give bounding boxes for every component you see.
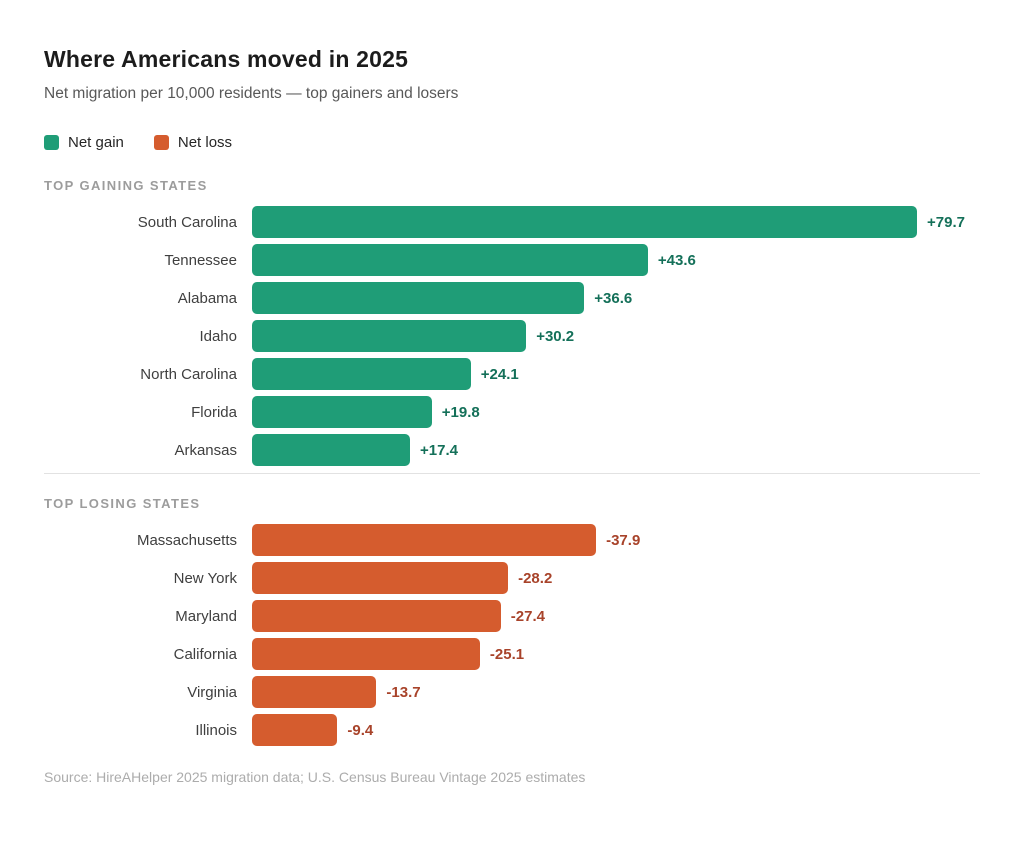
value-label: -13.7	[386, 683, 421, 701]
gain-bar	[252, 320, 527, 352]
value-label: +17.4	[420, 441, 458, 459]
state-label: Alabama	[177, 289, 237, 307]
losing-bar-rows: Massachusetts -37.9 New York -28.2 Maryland -…	[44, 524, 980, 746]
bar-row: Maryland -27.4	[44, 600, 980, 632]
loss-bar	[252, 600, 501, 632]
bar-row: Virginia -13.7	[44, 676, 980, 708]
bar-row: Arkansas +17.4	[44, 434, 980, 466]
gain-bar	[252, 396, 432, 428]
bar-row: New York -28.2	[44, 562, 980, 594]
bar-row: Idaho +30.2	[44, 320, 980, 352]
state-label: Tennessee	[164, 251, 237, 269]
value-label: +24.1	[480, 365, 519, 383]
state-label: Massachusetts	[136, 531, 237, 549]
bar-row: Illinois -9.4	[44, 714, 980, 746]
gain-bar	[252, 206, 917, 238]
state-label: New York	[173, 569, 237, 587]
state-label: South Carolina	[137, 213, 237, 231]
state-label: Virginia	[187, 683, 237, 701]
state-label: Idaho	[199, 327, 237, 345]
bar-row: Alabama +36.6	[44, 282, 980, 314]
state-label: Maryland	[175, 607, 237, 625]
value-label: +79.7	[927, 213, 965, 231]
net-loss-swatch-icon	[153, 135, 169, 150]
legend-label-net-gain: Net gain	[68, 134, 124, 151]
state-label: California	[173, 645, 237, 663]
legend: Net gain Net loss	[44, 134, 980, 151]
loss-bar	[252, 714, 338, 746]
gain-bar	[252, 358, 471, 390]
legend-item-net-loss: Net loss	[153, 134, 233, 151]
loss-bar	[252, 524, 597, 556]
top-losing-section: TOP LOSING STATES Massachusetts -37.9 New …	[44, 496, 980, 746]
value-label: +36.6	[594, 289, 633, 307]
loss-bar	[252, 562, 509, 594]
bar-row: South Carolina +79.7	[44, 206, 980, 238]
state-label: Florida	[191, 403, 237, 421]
bar-row: California -25.1	[44, 638, 980, 670]
chart-title: Where Americans moved in 2025	[44, 46, 409, 72]
bar-row: Massachusetts -37.9	[44, 524, 980, 556]
gain-bar	[252, 434, 410, 466]
legend-label-net-loss: Net loss	[177, 134, 233, 151]
bar-row: Tennessee +43.6	[44, 244, 980, 276]
value-label: -27.4	[510, 607, 545, 625]
state-label: North Carolina	[140, 365, 237, 383]
value-label: +30.2	[536, 327, 575, 345]
state-label: Illinois	[195, 721, 237, 739]
value-label: +43.6	[657, 251, 696, 269]
chart-subtitle: Net migration per 10,000 residents — top…	[44, 85, 459, 102]
section-header-gaining: TOP GAINING STATES	[44, 178, 208, 193]
gaining-bar-rows: South Carolina +79.7 Tennessee +43.6 Alabama…	[44, 206, 980, 466]
state-label: Arkansas	[174, 441, 237, 459]
gain-bar	[252, 282, 585, 314]
section-header-losing: TOP LOSING STATES	[44, 496, 201, 511]
top-gaining-section: TOP GAINING STATES South Carolina +79.7 Te…	[44, 178, 980, 466]
gain-bar	[252, 244, 648, 276]
net-gain-swatch-icon	[44, 135, 59, 150]
section-divider	[44, 473, 980, 474]
bar-row: North Carolina +24.1	[44, 358, 980, 390]
bar-row: Florida +19.8	[44, 396, 980, 428]
source-note: Source: HireAHelper 2025 migration data;…	[44, 769, 586, 785]
loss-bar	[252, 676, 377, 708]
value-label: -25.1	[489, 645, 525, 663]
value-label: -37.9	[606, 531, 641, 549]
value-label: +19.8	[441, 403, 480, 421]
loss-bar	[252, 638, 480, 670]
value-label: -28.2	[518, 569, 553, 587]
legend-item-net-gain: Net gain	[44, 134, 124, 151]
value-label: -9.4	[347, 721, 374, 739]
